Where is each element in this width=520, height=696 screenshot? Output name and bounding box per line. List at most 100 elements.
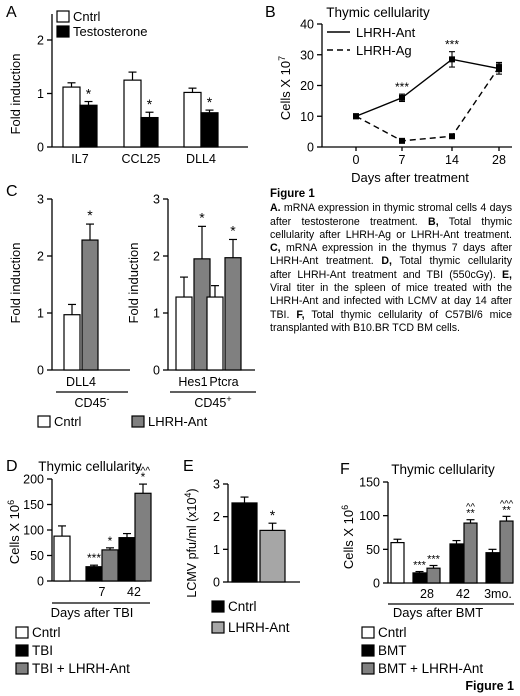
panel-c-left-y-tick-label: 3 [37, 193, 44, 207]
panel-d-y-label: Cells X 106 [6, 500, 22, 564]
caption-text: Viral titer in the spleen of mice treate… [270, 282, 512, 321]
panel-a-significance: * [147, 96, 153, 112]
panel-a-legend-cntrl-swatch [56, 10, 70, 23]
panel-b-x-tick-label: 14 [445, 153, 459, 167]
panel-c-significance: * [199, 209, 205, 225]
panel-f-significance: *** [413, 560, 427, 572]
panel-e-y-tick-label: 0 [213, 576, 220, 590]
panel-c-legend-cntrl-swatch [37, 415, 51, 428]
panel-d-significance: * [141, 470, 146, 484]
panel-c-significance: * [87, 207, 93, 223]
panel-label-F: F [340, 461, 350, 478]
caption-letter: E, [501, 268, 512, 281]
panel-e-legend-cntrl-label: Cntrl [228, 599, 257, 614]
panel-f-y-tick-label: 150 [359, 476, 380, 490]
panel-d-x-tick-label: 42 [127, 585, 141, 599]
caption-text: Total thymic cellularity after LHRH-Ant … [270, 255, 512, 281]
panel-b-series-line [355, 66, 500, 142]
caption-title: Figure 1 [270, 188, 315, 200]
panel-b-x-tick-label: 28 [492, 153, 506, 167]
panel-f-significance-vs-bmt: ^^^ [500, 498, 514, 509]
panel-b-significance: *** [445, 38, 459, 52]
panel-f-bar [426, 567, 441, 584]
panel-f-y-tick-label: 50 [366, 543, 380, 557]
panel-f-bar [463, 522, 478, 584]
panel-a-x-tick-label: DLL4 [186, 152, 216, 166]
panel-c-left-y-label: Fold induction [8, 243, 23, 324]
panel-b-legend-label: LHRH-Ag [356, 43, 412, 58]
panel-f-y-label: Cells X 106 [340, 505, 356, 569]
panel-c-bar [63, 314, 81, 371]
panel-f-title: Thymic cellularity [391, 462, 495, 477]
panel-f-legend-bmt-swatch [361, 644, 375, 657]
panel-d-y-tick-label: 50 [30, 549, 44, 563]
panel-f-x-tick-label: 42 [456, 587, 470, 601]
panel-a-legend-testosterone-label: Testosterone [73, 24, 147, 39]
panel-a-legend-testosterone-swatch [56, 25, 70, 38]
panel-c-x-tick-label: DLL4 [66, 375, 96, 389]
panel-b-significance: *** [395, 80, 409, 94]
caption-body: A. mRNA expression in thymic stromal cel… [270, 202, 512, 334]
panel-d-y-tick-label: 100 [23, 524, 44, 538]
panel-f-significance: *** [427, 553, 441, 565]
panel-a-significance: * [207, 94, 213, 110]
panel-d-legend-tbi-label: TBI [32, 643, 53, 658]
panel-d-significance: *** [87, 551, 101, 565]
panel-e-legend-lhrh-ant-swatch [211, 621, 225, 634]
panel-b-y-tick-label: 20 [300, 79, 314, 93]
panel-c-bar [81, 239, 99, 371]
caption-text: Total thymic cellularity of C57Bl/6 mice… [270, 308, 512, 334]
panel-d-title: Thymic cellularity [38, 459, 142, 474]
panel-c-right-y-tick-label: 2 [153, 250, 160, 264]
panel-d-bar [85, 566, 103, 582]
figure-label: Figure 1 [465, 679, 514, 693]
panel-a-y-tick-label: 1 [37, 87, 44, 101]
panel-f-y-tick-label: 0 [373, 577, 380, 591]
panel-c-group-label: CD45- [75, 394, 110, 410]
panel-a-x-tick-label: CCL25 [122, 152, 161, 166]
panel-d-bar [53, 535, 71, 582]
panel-c-bar [206, 296, 224, 371]
panel-a-y-tick-label: 0 [37, 141, 44, 155]
panel-a-bar [140, 116, 159, 148]
panel-a-y-tick-label: 2 [37, 34, 44, 48]
panel-b-point [496, 64, 502, 71]
panel-f-significance: ** [502, 504, 511, 516]
panel-b-legend-label: LHRH-Ant [356, 25, 416, 40]
panel-d-bar [134, 492, 152, 582]
panel-f-significance-vs-bmt: ^^ [466, 502, 475, 513]
caption-letter: A. [270, 202, 281, 215]
panel-a-y-label: Fold induction [8, 54, 23, 135]
panel-a-significance: * [86, 86, 92, 102]
panel-b-point [399, 94, 405, 101]
panel-c-legend-lhrh-ant-swatch [131, 415, 145, 428]
panel-b-point [399, 137, 405, 144]
panel-b-y-tick-label: 30 [300, 48, 314, 62]
panel-b-series-line [355, 58, 500, 117]
panel-f-legend-bmt-lhrh-ant-label: BMT + LHRH-Ant [378, 661, 483, 676]
panel-f-bar [390, 541, 405, 584]
panel-d-x-tick-label: 7 [99, 585, 106, 599]
panel-b-title: Thymic cellularity [326, 5, 430, 20]
panel-f-legend-cntrl-swatch [361, 626, 375, 639]
panel-f-significance: ** [466, 508, 475, 520]
panel-d-legend-tbi-lhrh-ant-label: TBI + LHRH-Ant [32, 661, 130, 676]
panel-b-x-tick-label: 0 [353, 153, 360, 167]
panel-a-x-tick-label: IL7 [71, 152, 88, 166]
panel-e-y-label: LCMV pfu/ml (x104) [183, 488, 199, 597]
panel-c-right-y-tick-label: 3 [153, 193, 160, 207]
panel-c-significance: * [230, 222, 236, 238]
panel-label-B: B [265, 4, 276, 21]
panel-d-y-tick-label: 200 [23, 473, 44, 487]
panel-e-significance: * [270, 507, 276, 523]
panel-c-left-y-tick-label: 1 [37, 307, 44, 321]
panel-f-x-tick-label: 28 [420, 587, 434, 601]
panel-d-bar [118, 537, 136, 582]
panel-label-C: C [6, 183, 18, 200]
panel-a-legend-cntrl-label: Cntrl [73, 9, 101, 24]
panel-a-bar [79, 104, 98, 148]
panel-b-x-label: Days after treatment [351, 170, 469, 185]
panel-f-legend-bmt-label: BMT [378, 643, 407, 658]
panel-d-legend-cntrl-label: Cntrl [32, 625, 61, 640]
